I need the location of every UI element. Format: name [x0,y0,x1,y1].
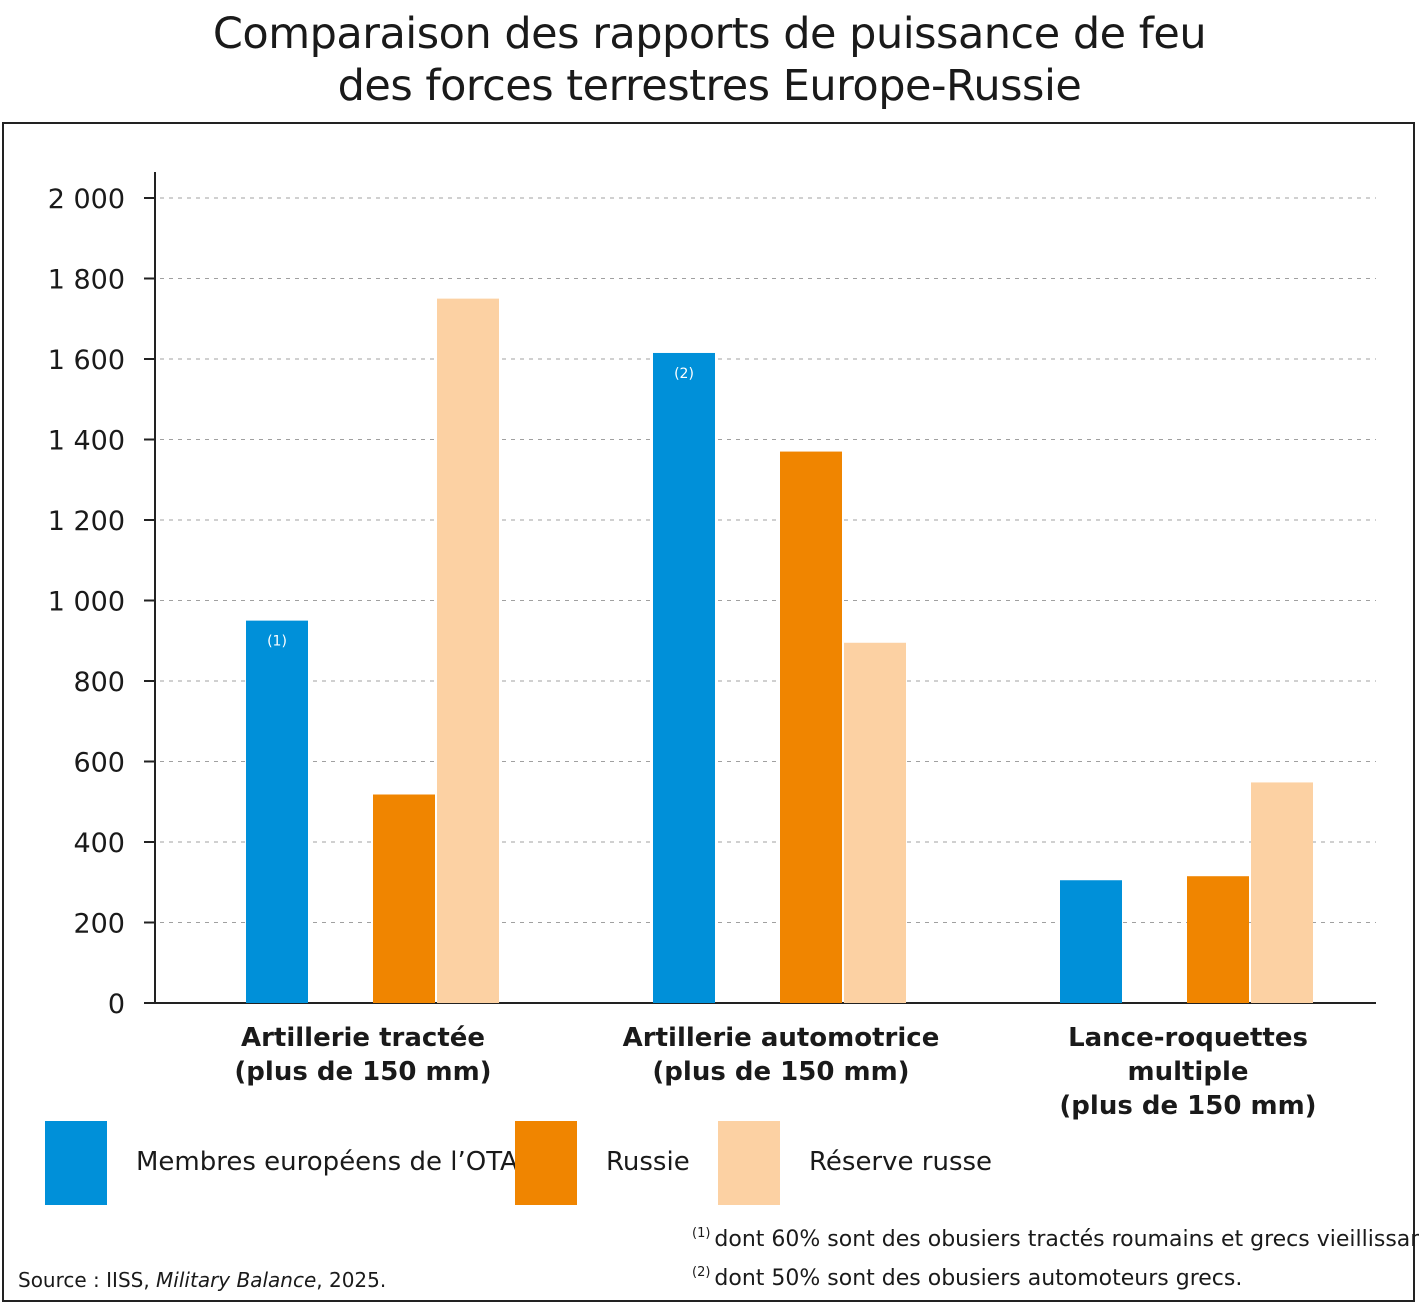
category-label: (plus de 150 mm) [1059,1091,1316,1121]
legend-label-russie: Russie [606,1147,690,1177]
bar-russie [373,794,435,1003]
bar-otan [246,620,308,1003]
category-label: Artillerie tractée [241,1023,485,1053]
y-tick-label: 400 [73,828,125,859]
bar-reserve [844,642,906,1003]
footnote-1-marker: (1) [692,1226,711,1241]
bar-note-marker: (1) [267,634,287,650]
footnote-1: (1) dont 60% sont des obusiers tractés ro… [692,1226,1419,1252]
source-note: Source : IISS, Military Balance, 2025. [18,1268,386,1292]
legend-swatch-reserve [718,1121,780,1205]
y-tick-label: 200 [73,909,125,940]
bar-otan [1060,880,1122,1003]
footnote-2: (2) dont 50% sont des obusiers automoteur… [692,1265,1242,1291]
y-tick-label: 1 600 [48,345,125,376]
y-tick-label: 1 200 [48,506,125,537]
y-tick-label: 800 [73,667,125,698]
chart-frame [2,122,1415,1302]
y-tick-label: 1 000 [48,587,125,618]
category-label: (plus de 150 mm) [234,1057,491,1087]
chart-title-line-1: Comparaison des rapports de puissance de… [212,9,1207,59]
legend-swatch-russie [515,1121,577,1205]
footnote-2-text: dont 50% sont des obusiers automoteurs g… [714,1266,1243,1291]
footnote-1-text: dont 60% sont des obusiers tractés rouma… [714,1227,1419,1252]
source-publication: Military Balance [156,1268,317,1292]
source-prefix: Source : IISS, [18,1268,157,1292]
category-label: Lance-roquettes [1068,1023,1308,1053]
y-tick-label: 600 [73,748,125,779]
legend-label-reserve: Réserve russe [809,1147,993,1177]
chart-title: Comparaison des rapports de puissance de… [0,8,1419,112]
source-suffix: , 2025. [316,1268,387,1292]
footnote-2-marker: (2) [692,1265,711,1280]
y-tick-label: 0 [108,989,125,1020]
category-label: (plus de 150 mm) [652,1057,909,1087]
bar-reserve [1251,782,1313,1003]
chart-title-line-2: des forces terrestres Europe-Russie [337,61,1082,111]
category-label: Artillerie automotrice [623,1023,940,1053]
y-tick-label: 2 000 [48,184,125,215]
category-label: multiple [1127,1057,1248,1087]
legend-swatch-otan [45,1121,107,1205]
bar-otan [653,352,715,1003]
y-tick-label: 1 800 [48,265,125,296]
legend-label-otan: Membres européens de l’OTAN [136,1147,538,1177]
bar-reserve [437,298,499,1003]
bar-russie [1187,876,1249,1003]
bar-note-marker: (2) [674,366,694,382]
y-tick-label: 1 400 [48,426,125,457]
bar-russie [780,451,842,1003]
